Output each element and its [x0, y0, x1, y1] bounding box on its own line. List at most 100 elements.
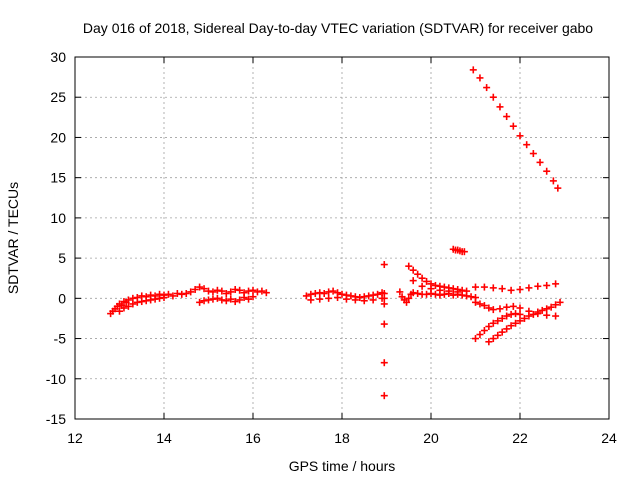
data-point: [365, 292, 373, 300]
data-point: [423, 277, 431, 285]
data-point: [509, 122, 517, 130]
data-point: [552, 301, 560, 309]
data-point: [494, 331, 502, 339]
data-point: [213, 294, 221, 302]
data-point: [472, 335, 479, 343]
data-point: [543, 311, 551, 319]
data-point: [338, 290, 346, 298]
data-point: [396, 288, 404, 296]
x-tick-label: 22: [512, 430, 528, 446]
data-point: [302, 292, 310, 300]
data-point: [316, 295, 324, 303]
data-point: [414, 270, 422, 278]
data-point: [516, 285, 524, 293]
data-point: [116, 307, 123, 315]
data-point: [529, 310, 537, 318]
data-point: [503, 303, 511, 311]
data-point: [325, 288, 333, 296]
x-tick-labels: 12 14 16 18 20 22 24: [67, 430, 617, 446]
data-point: [405, 294, 413, 302]
data-point: [120, 304, 128, 312]
data-point: [236, 286, 244, 294]
data-point: [552, 312, 560, 320]
data-point: [423, 290, 431, 298]
data-point: [480, 283, 488, 291]
data-point: [253, 288, 261, 296]
data-point: [440, 290, 448, 298]
data-point: [498, 314, 506, 322]
data-point: [409, 289, 417, 297]
data-point: [231, 285, 239, 293]
data-point: [380, 359, 388, 367]
data-point: [489, 335, 497, 343]
data-point: [476, 300, 484, 308]
y-axis-label: SDTVAR / TECUs: [5, 182, 21, 294]
data-point: [538, 306, 546, 314]
data-point: [196, 298, 204, 306]
data-point: [472, 283, 479, 291]
data-point: [249, 293, 257, 301]
data-point: [227, 295, 235, 303]
data-point: [218, 296, 226, 304]
x-tick-label: 20: [423, 430, 439, 446]
data-point: [307, 296, 315, 304]
x-tick-label: 14: [156, 430, 172, 446]
data-point: [409, 277, 417, 285]
data-point: [489, 93, 497, 101]
data-point: [552, 280, 560, 288]
data-point: [320, 290, 328, 298]
x-axis-label: GPS time / hours: [289, 458, 396, 474]
data-point: [449, 291, 457, 299]
data-point: [507, 322, 515, 330]
data-point: [503, 325, 511, 333]
data-point: [409, 266, 417, 274]
y-tick-label: 5: [58, 250, 66, 266]
plot-frame: [74, 56, 610, 420]
y-tick-label: 15: [50, 170, 66, 186]
data-point: [124, 302, 132, 310]
y-tick-label: 20: [50, 129, 66, 145]
data-point: [187, 288, 195, 296]
data-point: [489, 319, 497, 327]
data-point: [547, 303, 555, 311]
data-point: [525, 284, 533, 292]
data-point: [520, 314, 528, 322]
data-point: [489, 306, 497, 314]
x-tick-label: 18: [334, 430, 350, 446]
data-point: [483, 84, 491, 92]
y-tick-label: -15: [46, 411, 66, 427]
data-point: [222, 290, 230, 298]
data-point: [380, 261, 388, 269]
data-point: [329, 287, 337, 295]
y-tick-label: -10: [46, 371, 66, 387]
data-point: [498, 285, 506, 293]
data-point: [311, 290, 319, 298]
data-point: [262, 289, 270, 297]
data-point: [536, 158, 544, 166]
data-point: [543, 167, 551, 175]
data-point: [196, 283, 204, 291]
data-point: [356, 294, 364, 302]
y-tick-label: -5: [54, 331, 67, 347]
data-point: [200, 297, 208, 305]
data-point: [503, 113, 511, 121]
data-point: [494, 317, 502, 325]
data-point: [549, 177, 557, 185]
data-point: [534, 308, 542, 316]
data-point: [205, 296, 212, 304]
data-point: [258, 287, 266, 295]
data-point: [316, 289, 324, 297]
data-point: [129, 300, 137, 308]
data-point: [240, 294, 248, 302]
data-point: [516, 132, 524, 140]
data-point: [222, 297, 230, 305]
data-point: [169, 292, 177, 300]
data-point: [347, 292, 355, 300]
data-point: [554, 184, 562, 192]
data-point: [467, 293, 475, 301]
data-point: [529, 150, 537, 158]
data-point: [405, 262, 413, 270]
y-tick-label: 0: [58, 290, 66, 306]
chart-title: Day 016 of 2018, Sidereal Day-to-day VTE…: [83, 20, 593, 36]
